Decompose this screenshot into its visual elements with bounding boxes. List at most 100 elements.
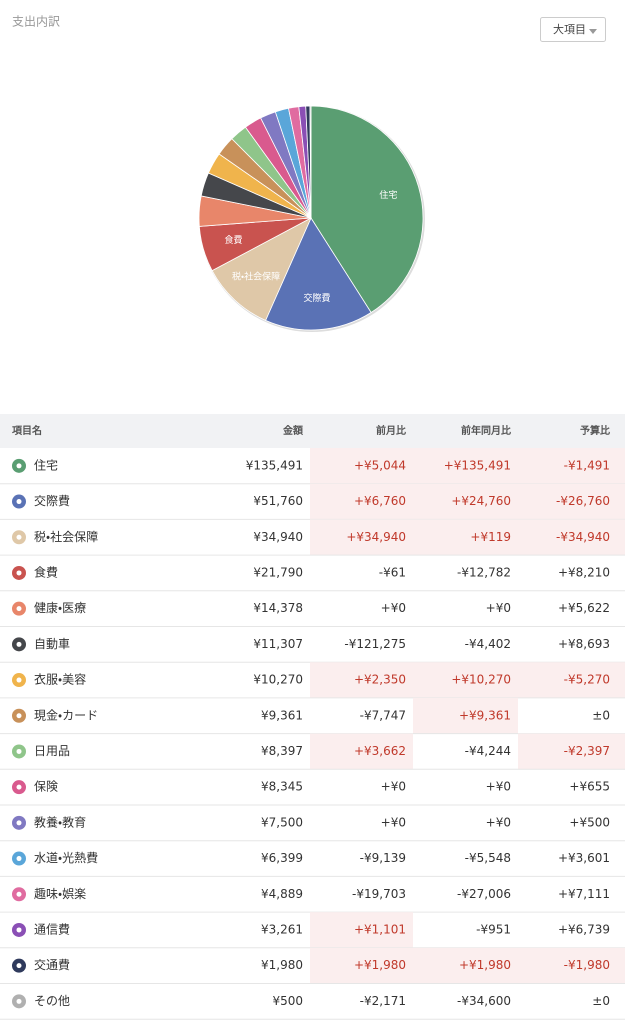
pie-slice xyxy=(265,217,372,331)
cell-value: ¥135,491 xyxy=(246,458,303,472)
category-name: 現金・カード xyxy=(34,708,98,722)
alert-cell-bg xyxy=(518,483,625,520)
cell-value: -¥5,548 xyxy=(465,851,511,865)
category-icon-glyph xyxy=(16,856,22,862)
category-name: 健康・医療 xyxy=(34,601,86,615)
category-icon-glyph xyxy=(16,534,22,540)
category-icon-glyph xyxy=(16,713,22,719)
cell-value: +¥8,210 xyxy=(558,565,610,579)
category-name: 通信費 xyxy=(34,921,70,936)
cell-value: -¥121,275 xyxy=(344,637,406,651)
cell-value: +¥500 xyxy=(569,815,610,829)
cell-value: +¥0 xyxy=(486,601,511,615)
alert-cell-bg xyxy=(310,733,413,770)
cell-value: ¥51,760 xyxy=(253,494,303,508)
cell-value: +¥1,980 xyxy=(354,958,406,972)
cell-value: +¥5,044 xyxy=(354,458,406,472)
category-name: 自動車 xyxy=(34,637,70,651)
cell-value: ¥9,361 xyxy=(261,708,303,722)
column-header: 項目名 xyxy=(12,424,42,437)
cell-value: ¥3,261 xyxy=(261,922,303,936)
cell-value: -¥5,270 xyxy=(564,673,610,687)
pie-slice xyxy=(211,217,312,321)
cell-value: +¥0 xyxy=(486,815,511,829)
cell-value: +¥9,361 xyxy=(459,708,511,722)
cell-value: +¥6,739 xyxy=(558,922,610,936)
cell-value: -¥4,244 xyxy=(465,744,511,758)
cell-value: -¥9,139 xyxy=(360,851,406,865)
alert-cell-bg xyxy=(413,662,518,698)
dropdown-caret[interactable] xyxy=(589,29,597,34)
alert-cell-bg xyxy=(310,448,413,484)
cell-value: ¥1,980 xyxy=(261,958,303,972)
category-icon-glyph xyxy=(16,998,22,1004)
cell-value: +¥0 xyxy=(486,780,511,794)
cell-value: +¥0 xyxy=(381,601,406,615)
dropdown[interactable]: 大項目 xyxy=(540,17,606,42)
pie-slice xyxy=(310,105,424,314)
pie-label: 交際費 xyxy=(303,292,330,304)
cell-value: ¥10,270 xyxy=(253,673,303,687)
cell-value: +¥135,491 xyxy=(444,458,511,472)
category-icon-glyph xyxy=(16,463,22,469)
category-name: 税・社会保障 xyxy=(34,529,98,544)
category-name: 食費 xyxy=(34,564,58,579)
dropdown-label[interactable]: 大項目 xyxy=(553,22,586,36)
cell-value: +¥6,760 xyxy=(354,494,406,508)
cell-value: +¥2,350 xyxy=(354,673,406,687)
category-icon-glyph xyxy=(16,963,22,969)
cell-value: +¥1,980 xyxy=(459,958,511,972)
category-icon-glyph xyxy=(16,499,22,505)
column-header: 前年同月比 xyxy=(461,424,511,437)
cell-value: -¥2,171 xyxy=(360,994,406,1008)
cell-value: -¥1,491 xyxy=(564,458,610,472)
cell-value: -¥61 xyxy=(379,565,406,579)
category-name: 日用品 xyxy=(34,744,70,758)
category-name: その他 xyxy=(34,994,70,1008)
pie-slice xyxy=(309,105,312,219)
cell-value: +¥7,111 xyxy=(558,887,610,901)
alert-cell-bg xyxy=(310,662,413,698)
column-header: 金額 xyxy=(283,424,304,437)
alert-cell-bg xyxy=(413,697,518,734)
alert-cell-bg xyxy=(413,448,518,484)
table-header-bg xyxy=(0,414,625,448)
alert-cell-bg xyxy=(310,519,413,556)
pie-label: 食費 xyxy=(225,234,243,246)
category-name: 保険 xyxy=(34,780,58,794)
alert-cell-bg xyxy=(310,483,413,520)
pie-label: 住宅 xyxy=(379,189,397,201)
alert-cell-bg xyxy=(413,947,518,984)
dropdown-box[interactable] xyxy=(540,17,606,42)
category-icon-glyph xyxy=(16,677,22,683)
cell-value: +¥24,760 xyxy=(451,494,511,508)
cell-value: -¥7,747 xyxy=(360,708,406,722)
category-icon-glyph xyxy=(16,891,22,897)
category-name: 趣味・娯楽 xyxy=(34,886,86,901)
alert-cell-bg xyxy=(518,448,625,484)
cell-value: ±0 xyxy=(592,994,610,1008)
cell-value: +¥10,270 xyxy=(451,673,511,687)
alert-cell-bg xyxy=(518,662,625,698)
cell-value: -¥4,402 xyxy=(465,637,511,651)
cell-value: -¥2,397 xyxy=(564,744,610,758)
cell-value: +¥8,693 xyxy=(558,637,610,651)
cell-value: +¥5,622 xyxy=(558,601,610,615)
column-header: 前月比 xyxy=(376,424,406,437)
cell-value: -¥1,980 xyxy=(564,958,610,972)
section-title: 支出内訳 xyxy=(12,15,60,29)
cell-value: ¥11,307 xyxy=(253,637,303,651)
category-icon-glyph xyxy=(16,784,22,790)
cell-value: -¥12,782 xyxy=(457,565,511,579)
category-icon-glyph xyxy=(16,820,22,826)
cell-value: +¥34,940 xyxy=(346,530,406,544)
cell-value: +¥1,101 xyxy=(354,922,406,936)
category-name: 教養・教育 xyxy=(34,814,86,829)
column-header: 予算比 xyxy=(580,424,610,437)
pie-label: 税・社会保障 xyxy=(232,271,280,283)
cell-value: -¥951 xyxy=(476,922,511,936)
cell-value: ¥4,889 xyxy=(261,887,303,901)
